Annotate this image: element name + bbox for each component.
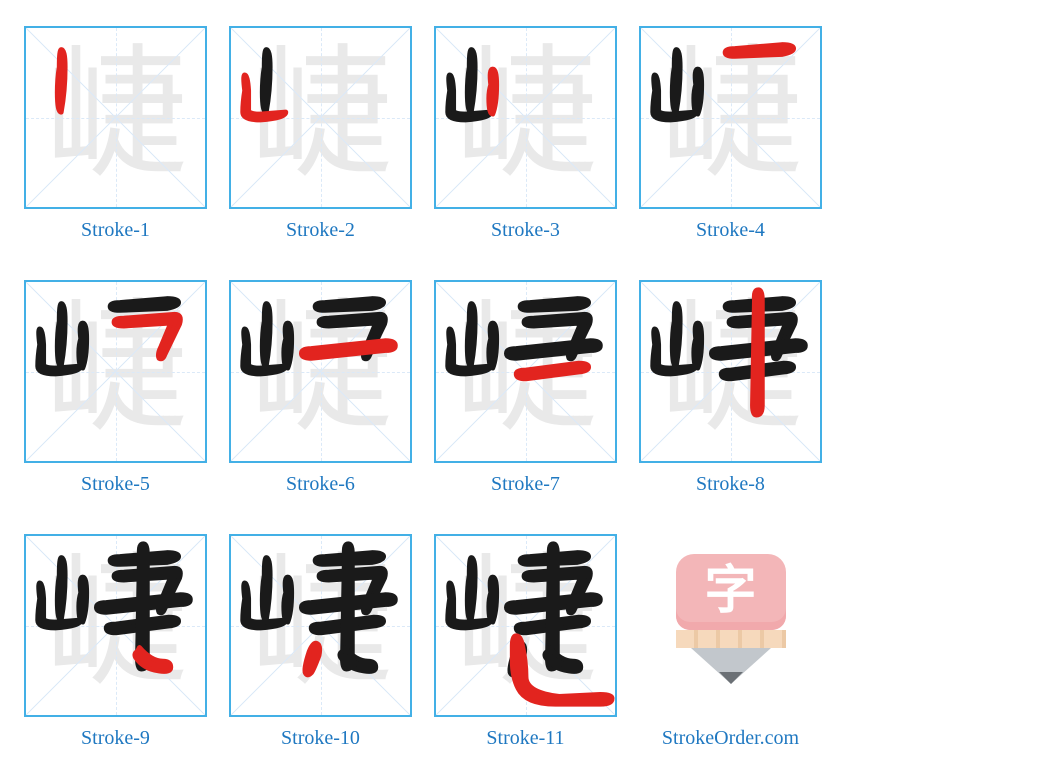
stroke-svg [231,536,410,715]
stroke-panel: 崨 [434,280,617,463]
stroke-cell-6: 崨 Stroke-6 [229,280,412,496]
stroke-cell-8: 崨 Stroke-8 [639,280,822,496]
stroke-caption: Stroke-5 [81,473,150,496]
stroke-cell-10: 崨 Stroke-10 [229,534,412,750]
stroke-panel: 崨 [24,280,207,463]
stroke-panel: 崨 [434,26,617,209]
stroke-svg [436,28,615,207]
stroke-caption: Stroke-8 [696,473,765,496]
stroke-svg [26,282,205,461]
stroke-panel: 崨 [24,534,207,717]
stroke-svg [641,28,820,207]
stroke-caption: Stroke-1 [81,219,150,242]
stroke-caption: Stroke-9 [81,727,150,750]
stroke-caption: Stroke-10 [281,727,360,750]
stroke-cell-4: 崨 Stroke-4 [639,26,822,242]
stroke-panel: 崨 [229,26,412,209]
stroke-panel: 崨 [229,280,412,463]
stroke-cell-5: 崨 Stroke-5 [24,280,207,496]
stroke-svg [26,536,205,715]
stroke-svg [436,282,615,461]
stroke-cell-2: 崨 Stroke-2 [229,26,412,242]
stroke-caption: Stroke-11 [486,727,564,750]
site-logo: 字 [639,534,822,717]
stroke-panel: 崨 [639,280,822,463]
logo-cell: 字 StrokeOrder.com [639,534,822,750]
logo-char: 字 [704,566,756,618]
stroke-svg [231,282,410,461]
stroke-svg [26,28,205,207]
stroke-svg [231,28,410,207]
stroke-svg [436,536,615,715]
site-label: StrokeOrder.com [662,727,799,750]
stroke-panel: 崨 [229,534,412,717]
stroke-cell-9: 崨 Stroke-9 [24,534,207,750]
stroke-cell-7: 崨 Stroke-7 [434,280,617,496]
stroke-caption: Stroke-6 [286,473,355,496]
stroke-caption: Stroke-2 [286,219,355,242]
stroke-cell-3: 崨 Stroke-3 [434,26,617,242]
stroke-cell-11: 崨 Stroke-11 [434,534,617,750]
stroke-grid: 崨 Stroke-1 崨 Stroke-2 崨 Stroke-3 崨 Stroke-4 崨 Str… [24,26,1026,750]
stroke-svg [641,282,820,461]
stroke-panel: 崨 [24,26,207,209]
stroke-caption: Stroke-7 [491,473,560,496]
stroke-panel: 崨 [639,26,822,209]
stroke-caption: Stroke-4 [696,219,765,242]
stroke-caption: Stroke-3 [491,219,560,242]
stroke-cell-1: 崨 Stroke-1 [24,26,207,242]
stroke-panel: 崨 [434,534,617,717]
logo-graphic: 字 [666,554,796,704]
